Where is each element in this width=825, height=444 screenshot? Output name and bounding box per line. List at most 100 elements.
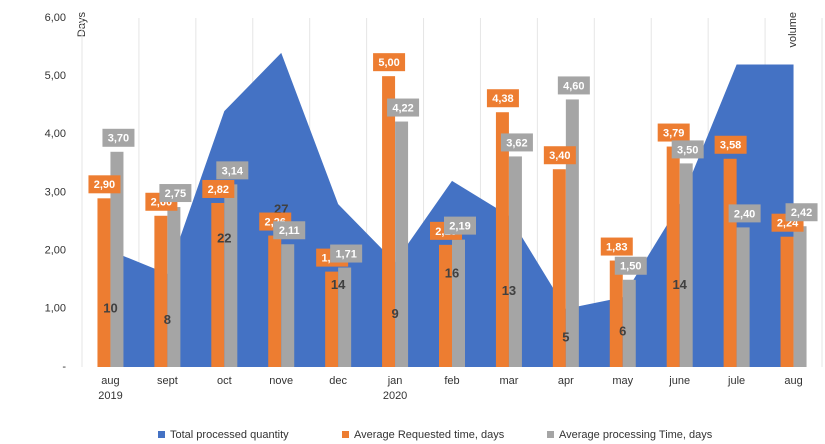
bar bbox=[97, 198, 111, 367]
value-label: 3,14 bbox=[222, 165, 244, 177]
value-label: 3,58 bbox=[720, 140, 741, 152]
x-tick-label: apr bbox=[558, 375, 574, 387]
value-label: 1,50 bbox=[620, 261, 641, 273]
value-label: 1,83 bbox=[606, 241, 627, 253]
value-label: 2,19 bbox=[449, 221, 470, 233]
label-box bbox=[216, 161, 249, 180]
value-label: 4,22 bbox=[392, 102, 413, 114]
bar bbox=[780, 236, 794, 367]
y2-axis-title: volume bbox=[787, 12, 799, 47]
value-label: 4,38 bbox=[492, 93, 513, 105]
x-tick-label: feb bbox=[444, 375, 459, 387]
x-tick-label: june bbox=[668, 375, 690, 387]
value-label: 3,70 bbox=[108, 133, 129, 145]
x-tick-label: oct bbox=[217, 375, 232, 387]
label-box bbox=[88, 175, 121, 194]
value-label: 3,62 bbox=[506, 137, 527, 149]
label-box bbox=[373, 53, 406, 72]
x-tick-label: may bbox=[612, 375, 633, 387]
y-tick-label: 3,00 bbox=[45, 186, 66, 198]
bar bbox=[622, 279, 636, 367]
volume-label: 10 bbox=[103, 300, 117, 315]
y-tick-label: 6,00 bbox=[45, 12, 66, 24]
legend-label: Average Requested time, days bbox=[354, 429, 505, 441]
value-label: 2,90 bbox=[94, 179, 115, 191]
label-box bbox=[387, 98, 420, 117]
value-label: 2,11 bbox=[279, 225, 300, 237]
label-box bbox=[714, 135, 747, 154]
bar bbox=[736, 227, 750, 367]
bar bbox=[211, 202, 225, 367]
y-tick-label: 2,00 bbox=[45, 245, 66, 257]
value-label: 2,75 bbox=[165, 188, 186, 200]
label-box bbox=[330, 244, 363, 263]
label-box bbox=[614, 256, 647, 275]
bar bbox=[552, 169, 566, 367]
label-box bbox=[500, 133, 533, 152]
value-label: 4,60 bbox=[563, 80, 584, 92]
label-box bbox=[728, 204, 761, 223]
legend-label: Average processing Time, days bbox=[559, 429, 713, 441]
bar bbox=[224, 184, 238, 367]
volume-label: 9 bbox=[391, 306, 398, 321]
label-box bbox=[543, 146, 576, 165]
legend-swatch bbox=[342, 431, 349, 438]
bar bbox=[679, 163, 693, 367]
x-tick-label: aug bbox=[784, 375, 802, 387]
volume-label: 22 bbox=[217, 230, 231, 245]
label-box bbox=[600, 237, 633, 256]
x-tick-label: aug 2019 bbox=[98, 375, 122, 402]
value-label: 2,82 bbox=[208, 184, 229, 196]
bar bbox=[268, 235, 282, 367]
x-tick-label: sept bbox=[157, 375, 178, 387]
volume-label: 13 bbox=[502, 283, 516, 298]
value-label: 3,79 bbox=[663, 127, 684, 139]
x-tick-label: jule bbox=[727, 375, 745, 387]
y-tick-label: 1,00 bbox=[45, 303, 66, 315]
value-label: 3,50 bbox=[677, 144, 698, 156]
label-box bbox=[273, 221, 306, 240]
value-label: 3,40 bbox=[549, 150, 570, 162]
bar bbox=[508, 156, 522, 367]
x-tick-label: jan 2020 bbox=[383, 375, 407, 402]
volume-label: 16 bbox=[445, 265, 459, 280]
volume-label: 5 bbox=[562, 329, 569, 344]
label-box bbox=[102, 128, 135, 147]
bar bbox=[325, 271, 339, 367]
x-tick-label: nove bbox=[269, 375, 293, 387]
value-label: 5,00 bbox=[378, 57, 399, 69]
x-tick-label: dec bbox=[329, 375, 347, 387]
value-label: 1,71 bbox=[335, 248, 356, 260]
bar bbox=[565, 99, 579, 367]
bar bbox=[452, 239, 465, 367]
label-box bbox=[202, 179, 235, 198]
legend-swatch bbox=[158, 431, 165, 438]
bar bbox=[495, 112, 509, 367]
bar bbox=[281, 244, 295, 367]
label-box bbox=[486, 89, 519, 108]
bar bbox=[723, 158, 737, 367]
bar bbox=[382, 76, 396, 368]
label-box bbox=[657, 123, 690, 142]
bar bbox=[439, 244, 452, 367]
y-tick-label: 4,00 bbox=[45, 128, 66, 140]
bar bbox=[154, 215, 168, 367]
y-tick-label: 5,00 bbox=[45, 70, 66, 82]
volume-label: 14 bbox=[672, 277, 687, 292]
label-box bbox=[444, 216, 476, 235]
label-box bbox=[671, 140, 704, 159]
x-tick-label: mar bbox=[499, 375, 518, 387]
value-label: 2,42 bbox=[791, 207, 812, 219]
bar bbox=[338, 267, 352, 367]
volume-label: 14 bbox=[331, 277, 346, 292]
label-box bbox=[785, 203, 818, 222]
y-tick-label: - bbox=[62, 361, 66, 373]
bar bbox=[609, 260, 623, 367]
bar bbox=[666, 146, 680, 367]
bar bbox=[110, 151, 124, 367]
legend-swatch bbox=[547, 431, 554, 438]
label-box bbox=[557, 76, 590, 95]
value-label: 2,40 bbox=[734, 208, 755, 220]
bar bbox=[167, 207, 181, 367]
